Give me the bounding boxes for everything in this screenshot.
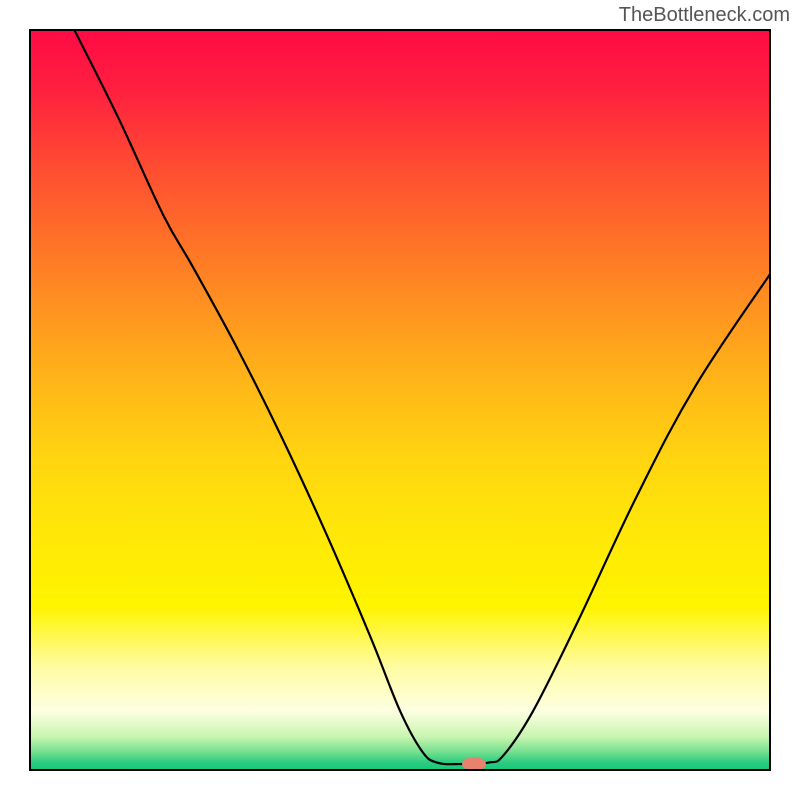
minimum-marker <box>462 757 486 771</box>
gradient-background <box>30 30 770 770</box>
bottleneck-chart <box>0 0 800 800</box>
watermark-text: TheBottleneck.com <box>619 4 790 27</box>
